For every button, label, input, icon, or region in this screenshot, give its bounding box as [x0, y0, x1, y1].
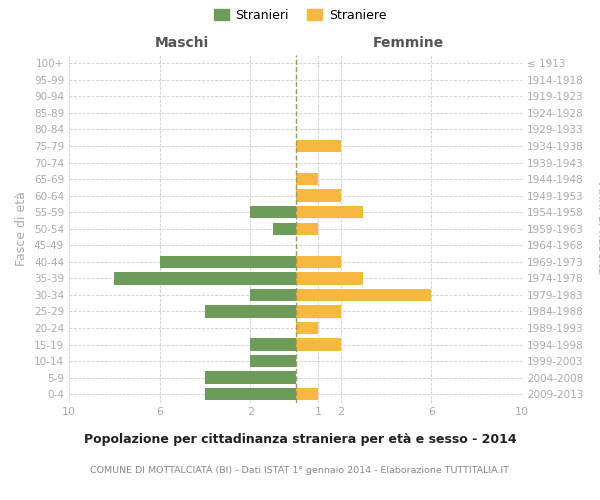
Bar [296, 190, 341, 202]
Bar [205, 372, 296, 384]
Bar [296, 206, 364, 218]
Bar [296, 173, 318, 186]
Bar [273, 222, 296, 235]
Y-axis label: Fasce di età: Fasce di età [16, 192, 28, 266]
Bar [205, 388, 296, 400]
Bar [296, 272, 364, 284]
Bar [160, 256, 296, 268]
Bar [296, 256, 341, 268]
Bar [250, 355, 296, 368]
Bar [296, 288, 431, 301]
Bar [250, 206, 296, 218]
Bar [296, 388, 318, 400]
Bar [250, 338, 296, 351]
Text: COMUNE DI MOTTALCIATA (BI) - Dati ISTAT 1° gennaio 2014 - Elaborazione TUTTITALI: COMUNE DI MOTTALCIATA (BI) - Dati ISTAT … [91, 466, 509, 475]
Text: Popolazione per cittadinanza straniera per età e sesso - 2014: Popolazione per cittadinanza straniera p… [83, 432, 517, 446]
Y-axis label: Anni di nascita: Anni di nascita [595, 182, 600, 275]
Legend: Stranieri, Straniere: Stranieri, Straniere [209, 4, 391, 27]
Bar [296, 338, 341, 351]
Bar [250, 288, 296, 301]
Text: Femmine: Femmine [373, 36, 445, 50]
Bar [296, 306, 341, 318]
Bar [296, 140, 341, 152]
Bar [296, 322, 318, 334]
Bar [205, 306, 296, 318]
Text: Maschi: Maschi [155, 36, 209, 50]
Bar [114, 272, 296, 284]
Bar [296, 222, 318, 235]
